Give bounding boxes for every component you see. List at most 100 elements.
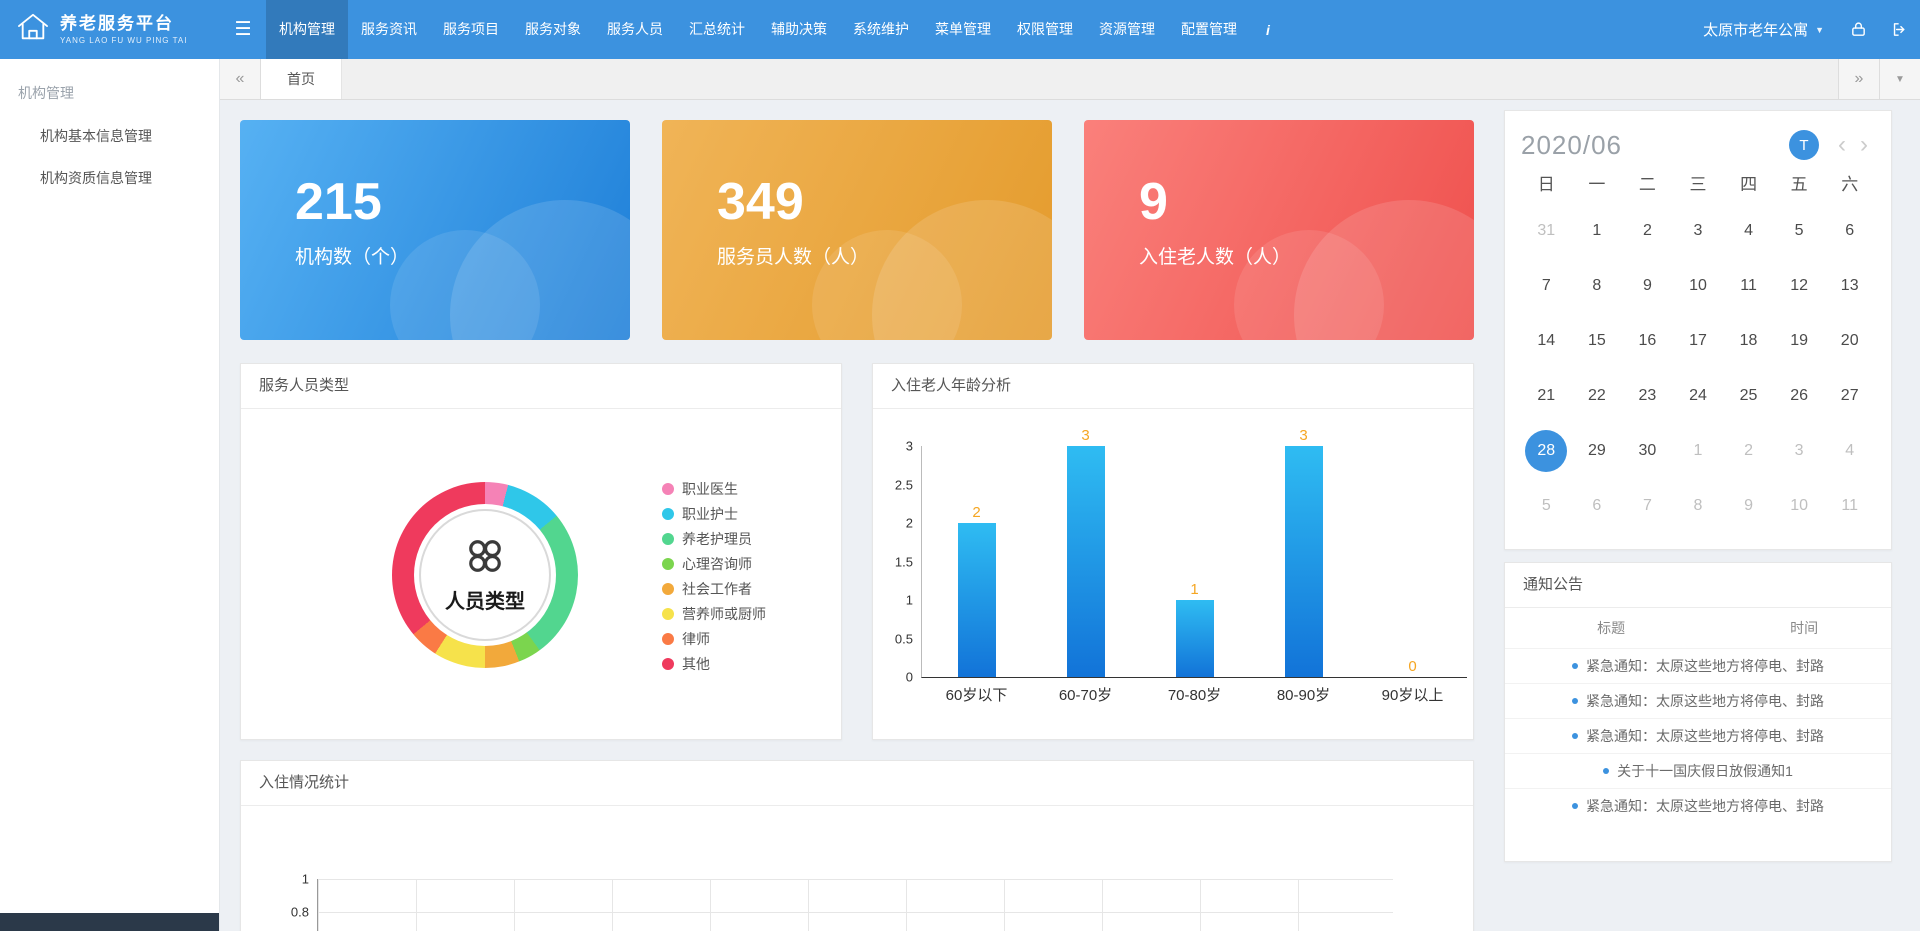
calendar-day-cell[interactable]: 24	[1689, 386, 1707, 404]
notice-item-2[interactable]: 紧急通知：太原这些地方将停电、封路	[1505, 683, 1891, 718]
legend-item-6[interactable]: 营养师或厨师	[662, 601, 766, 626]
nav-item-6[interactable]: 汇总统计	[689, 21, 745, 37]
sidebar-item-1[interactable]: 机构基本信息管理	[40, 128, 152, 144]
tabs-scroll-left-button[interactable]: «	[220, 59, 261, 99]
calendar-day-cell[interactable]: 29	[1587, 441, 1606, 459]
calendar-day-cell[interactable]: 5	[1794, 221, 1804, 239]
notice-item-1[interactable]: 紧急通知：太原这些地方将停电、封路	[1505, 648, 1891, 683]
calendar-day-cell[interactable]: 14	[1537, 331, 1556, 349]
nav-item-4[interactable]: 服务对象	[525, 21, 581, 37]
calendar-prev-icon[interactable]: ‹	[1838, 131, 1846, 158]
calendar-day-cell[interactable]: 12	[1790, 276, 1809, 294]
calendar-day-cell[interactable]: 23	[1638, 386, 1657, 404]
legend-item-5[interactable]: 社会工作者	[662, 576, 766, 601]
calendar-day-cell[interactable]: 2	[1642, 221, 1652, 239]
calendar-day-cell[interactable]: 3	[1794, 441, 1804, 459]
calendar-day-cell[interactable]: 25	[1739, 386, 1758, 404]
legend-label: 职业医生	[682, 480, 738, 497]
info-icon[interactable]: i	[1266, 21, 1270, 38]
calendar-month-title: 2020/06	[1521, 129, 1622, 160]
legend-color-dot	[662, 632, 674, 645]
legend-item-3[interactable]: 养老护理员	[662, 526, 766, 551]
calendar-day-cell[interactable]: 15	[1587, 331, 1606, 349]
calendar-day-cell[interactable]: 22	[1587, 386, 1606, 404]
calendar-day-cell[interactable]: 8	[1592, 276, 1602, 294]
tab-home[interactable]: 首页	[261, 59, 342, 99]
legend-item-2[interactable]: 职业护士	[662, 501, 766, 526]
stat-cards-row: 215 机构数（个） 349 服务员人数（人） 9 入住老人数（人）	[240, 120, 1474, 340]
app-frame: 机构管理 机构基本信息管理 机构资质信息管理 « 首页 » ▼ 215 机构数（个）…	[0, 59, 1920, 931]
sidebar-footer-bar	[0, 913, 219, 931]
nav-item-10[interactable]: 权限管理	[1017, 21, 1073, 37]
calendar-day-cell[interactable]: 28	[1521, 423, 1572, 478]
calendar-weekday-2: 一	[1588, 175, 1606, 194]
nav-item-5[interactable]: 服务人员	[607, 21, 663, 37]
calendar-today-button[interactable]: T	[1789, 130, 1819, 160]
calendar-day-cell[interactable]: 16	[1638, 331, 1657, 349]
calendar-day-cell[interactable]: 4	[1845, 441, 1855, 459]
calendar-day-cell[interactable]: 1	[1693, 441, 1703, 459]
tabbar-spacer	[342, 59, 1838, 99]
bar-category-label: 60-70岁	[1058, 687, 1113, 704]
calendar-day-cell[interactable]: 9	[1744, 496, 1754, 514]
calendar-day-cell[interactable]: 13	[1840, 276, 1859, 294]
calendar-day-cell[interactable]: 6	[1845, 221, 1855, 239]
nav-item-2[interactable]: 服务资讯	[361, 21, 417, 37]
user-dropdown[interactable]: 太原市老年公寓 ▼	[1689, 19, 1838, 40]
calendar-day-cell[interactable]: 10	[1790, 496, 1809, 514]
calendar-day-cell[interactable]: 7	[1541, 276, 1551, 294]
calendar-day-cell[interactable]: 3	[1693, 221, 1703, 239]
calendar-day-cell[interactable]: 2	[1744, 441, 1754, 459]
nav-item-8[interactable]: 系统维护	[853, 21, 909, 37]
age-analysis-panel-title: 入住老人年龄分析	[873, 364, 1473, 409]
nav-item-3[interactable]: 服务项目	[443, 21, 499, 37]
calendar-day-cell[interactable]: 19	[1790, 331, 1809, 349]
notice-item-5[interactable]: 紧急通知：太原这些地方将停电、封路	[1505, 788, 1891, 823]
nav-item-1[interactable]: 机构管理	[266, 0, 348, 59]
tabs-scroll-right-button[interactable]: »	[1838, 59, 1879, 99]
tabs-dropdown-button[interactable]: ▼	[1879, 59, 1920, 99]
calendar-day-cell[interactable]: 5	[1541, 496, 1551, 514]
calendar-day-cell[interactable]: 6	[1592, 496, 1602, 514]
calendar-day-cell[interactable]: 8	[1693, 496, 1703, 514]
notice-table-header: 标题 时间	[1505, 608, 1891, 648]
calendar-day-cell[interactable]: 10	[1689, 276, 1707, 294]
bullet-dot-icon	[1572, 698, 1578, 704]
legend-item-7[interactable]: 律师	[662, 626, 766, 651]
calendar-day-cell[interactable]: 17	[1689, 331, 1707, 349]
calendar-day-cell[interactable]: 26	[1790, 386, 1809, 404]
legend-item-8[interactable]: 其他	[662, 651, 766, 676]
calendar-day-cell[interactable]: 11	[1740, 276, 1757, 294]
calendar-day-cell[interactable]: 21	[1537, 386, 1556, 404]
calendar-day-cell[interactable]: 18	[1739, 331, 1758, 349]
legend-label: 养老护理员	[682, 530, 752, 547]
calendar-day-cell[interactable]: 30	[1638, 441, 1657, 459]
notice-item-title: 紧急通知：太原这些地方将停电、封路	[1586, 658, 1824, 674]
calendar-day-cell[interactable]: 27	[1840, 386, 1859, 404]
nav-item-7[interactable]: 辅助决策	[771, 21, 827, 37]
stat-card-label: 机构数（个）	[295, 247, 410, 268]
calendar-day-cell[interactable]: 31	[1537, 221, 1556, 239]
notice-item-4[interactable]: 关于十一国庆假日放假通知1	[1505, 753, 1891, 788]
calendar-day-cell[interactable]: 9	[1642, 276, 1652, 294]
calendar-day-cell[interactable]: 11	[1841, 496, 1858, 514]
calendar-day-cell[interactable]: 1	[1592, 221, 1602, 239]
calendar-day-cell[interactable]: 7	[1642, 496, 1652, 514]
sidebar-item-2[interactable]: 机构资质信息管理	[40, 170, 152, 186]
notice-item-3[interactable]: 紧急通知：太原这些地方将停电、封路	[1505, 718, 1891, 753]
bar-ytick-label: 2	[905, 515, 913, 531]
nav-item-9[interactable]: 菜单管理	[935, 21, 991, 37]
nav-item-11[interactable]: 资源管理	[1099, 21, 1155, 37]
calendar-day-cell[interactable]: 20	[1840, 331, 1859, 349]
nav-item-12[interactable]: 配置管理	[1181, 21, 1237, 37]
legend-item-1[interactable]: 职业医生	[662, 476, 766, 501]
lock-button[interactable]	[1838, 0, 1879, 59]
notice-panel-title: 通知公告	[1505, 563, 1891, 608]
hamburger-menu-icon[interactable]: ☰	[234, 19, 252, 40]
legend-item-4[interactable]: 心理咨询师	[662, 551, 766, 576]
calendar-next-icon[interactable]: ›	[1860, 131, 1868, 158]
calendar-day-cell[interactable]: 4	[1744, 221, 1754, 239]
bar	[1066, 446, 1105, 677]
logout-button[interactable]	[1879, 0, 1920, 59]
calendar-weekday-3: 二	[1638, 175, 1656, 194]
